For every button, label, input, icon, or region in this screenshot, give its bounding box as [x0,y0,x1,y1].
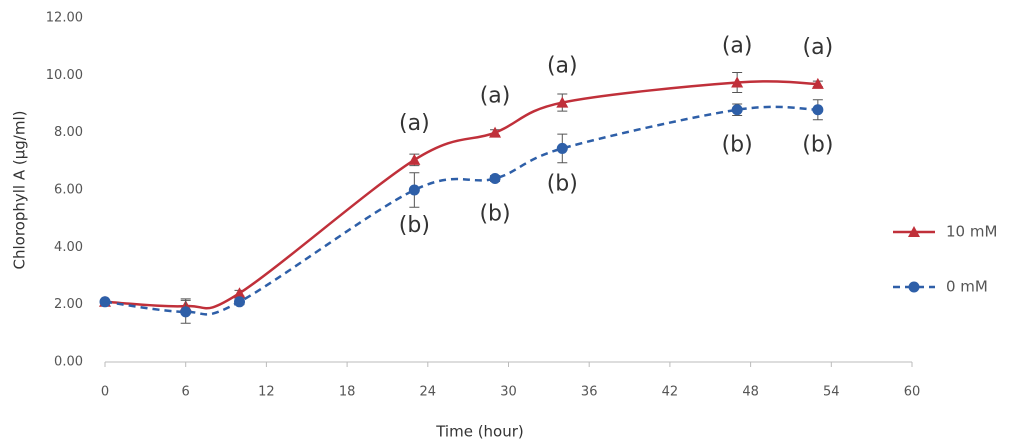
marker [556,142,568,154]
x-tick-label: 42 [662,385,679,400]
y-tick-label: 4.00 [54,240,83,255]
significance-label: (a) [399,111,430,136]
significance-label: (b) [547,171,578,196]
significance-label: (b) [802,133,833,158]
marker [233,287,246,299]
marker [731,104,743,116]
x-tick-label: 36 [581,385,598,400]
marker [180,306,192,318]
trend-line [104,80,818,310]
marker [234,296,245,308]
y-tick-label: 10.00 [46,68,83,83]
legend-label: 0 mM [946,278,988,296]
marker [731,76,744,88]
significance-label: (b) [479,202,510,227]
legend-marker [908,226,920,237]
x-tick-label: 18 [339,385,356,400]
x-axis-title: Time (hour) [435,423,524,441]
x-tick-label: 60 [904,385,921,400]
legend-marker [908,281,920,293]
y-tick-label: 12.00 [46,11,83,26]
x-tick-label: 24 [420,385,437,400]
x-tick-label: 30 [500,385,517,400]
y-tick-label: 2.00 [54,297,83,312]
trend-line [104,105,818,316]
marker [408,153,421,165]
y-tick-label: 8.00 [54,125,83,140]
significance-label: (a) [722,34,753,59]
x-tick-label: 6 [182,385,190,400]
significance-label: (a) [480,84,511,109]
significance-label: (b) [722,133,753,158]
y-tick-label: 6.00 [54,183,83,198]
legend-label: 10 mM [946,223,997,241]
x-tick-label: 54 [823,385,840,400]
marker [489,126,502,138]
y-tick-label: 0.00 [54,355,83,370]
marker [811,77,824,89]
marker [408,184,420,196]
x-tick-label: 12 [258,385,275,400]
x-tick-label: 0 [101,385,109,400]
marker [812,104,824,116]
significance-label: (a) [547,54,578,79]
marker [99,296,111,308]
marker [556,96,569,108]
marker [489,173,501,185]
x-tick-label: 48 [742,385,759,400]
significance-label: (b) [399,213,430,238]
significance-label: (a) [803,35,834,60]
y-axis-title: Chlorophyll A (µg/ml) [11,111,29,270]
